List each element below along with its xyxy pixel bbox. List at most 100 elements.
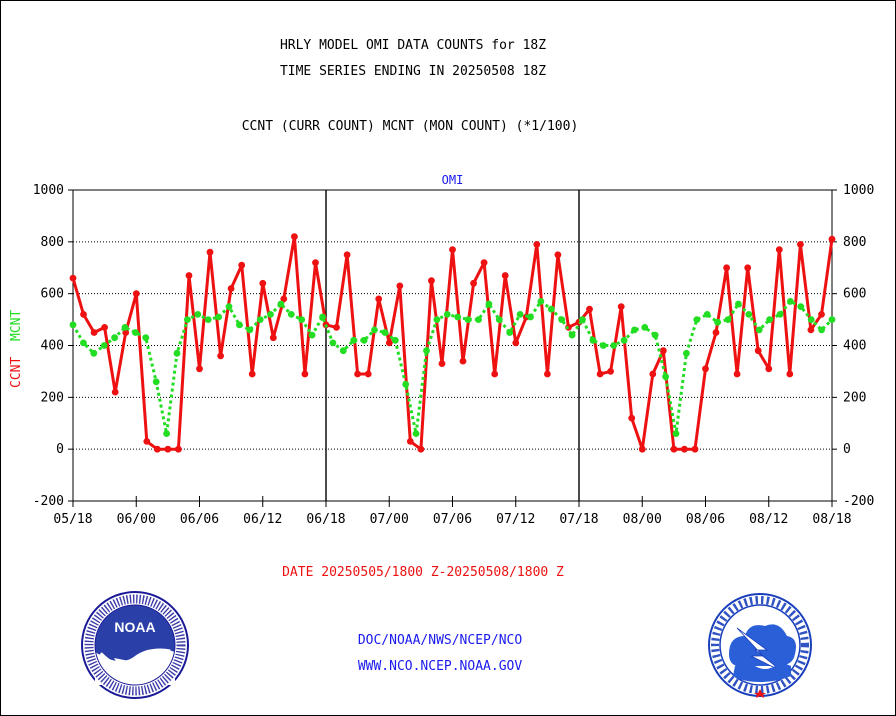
noaa-logo-text: NOAA xyxy=(114,619,155,635)
data-point-ccnt xyxy=(828,235,836,243)
url-link[interactable]: WWW.NCO.NCEP.NOAA.GOV xyxy=(357,659,523,674)
y-tick-label-right: 600 xyxy=(843,287,866,302)
data-point-ccnt xyxy=(227,285,235,292)
noaa-logo: NOAA xyxy=(81,591,189,699)
data-point-mcnt xyxy=(90,349,98,357)
data-point-mcnt xyxy=(371,326,378,334)
x-tick-label: 08/12 xyxy=(749,512,788,527)
data-point-ccnt xyxy=(343,251,351,259)
data-point-ccnt xyxy=(586,305,593,313)
data-point-ccnt xyxy=(396,282,404,290)
data-point-mcnt xyxy=(298,316,306,323)
data-point-ccnt xyxy=(554,251,562,259)
data-point-ccnt xyxy=(691,445,699,453)
org-line[interactable]: DOC/NOAA/NWS/NCEP/NCO xyxy=(357,633,523,648)
data-point-mcnt xyxy=(111,334,118,342)
data-point-mcnt xyxy=(132,329,139,336)
y-tick-label-right: -200 xyxy=(843,494,874,509)
data-point-mcnt xyxy=(527,313,534,321)
data-point-mcnt xyxy=(568,331,576,339)
data-point-mcnt xyxy=(423,347,430,355)
data-point-mcnt xyxy=(402,381,410,388)
data-point-mcnt xyxy=(662,373,669,380)
data-point-mcnt xyxy=(506,329,514,336)
data-point-mcnt xyxy=(246,326,254,334)
y-tick-label-right: 1000 xyxy=(843,183,874,198)
data-point-mcnt xyxy=(495,316,503,323)
data-point-ccnt xyxy=(681,445,688,453)
data-point-mcnt xyxy=(287,311,295,318)
x-tick-label: 08/00 xyxy=(623,512,662,527)
data-point-mcnt xyxy=(256,316,264,323)
data-point-ccnt xyxy=(175,445,182,453)
data-point-ccnt xyxy=(807,326,815,334)
data-point-mcnt xyxy=(683,349,690,357)
data-point-mcnt xyxy=(485,300,493,308)
data-point-mcnt xyxy=(152,378,160,386)
data-point-mcnt xyxy=(599,342,607,349)
data-point-ccnt xyxy=(786,370,794,378)
series-line-ccnt xyxy=(71,235,834,451)
x-tick-label: 08/06 xyxy=(686,512,725,527)
data-point-ccnt xyxy=(312,259,319,266)
data-point-mcnt xyxy=(724,316,732,323)
data-point-mcnt xyxy=(215,313,223,321)
data-point-ccnt xyxy=(659,347,667,355)
data-point-mcnt xyxy=(433,316,441,323)
data-point-ccnt xyxy=(459,357,467,365)
y-axis-label-mcnt: MCNT xyxy=(9,310,24,341)
y-tick-label-right: 800 xyxy=(843,235,866,250)
data-point-ccnt xyxy=(301,370,309,378)
data-point-ccnt xyxy=(248,370,256,378)
data-point-mcnt xyxy=(80,339,87,347)
data-point-mcnt xyxy=(464,316,472,323)
data-point-ccnt xyxy=(90,329,98,336)
data-point-ccnt xyxy=(80,311,87,318)
data-point-mcnt xyxy=(818,326,825,334)
data-point-mcnt xyxy=(703,311,711,318)
data-point-mcnt xyxy=(620,336,628,344)
data-point-mcnt xyxy=(360,336,368,344)
x-tick-label: 06/18 xyxy=(306,512,345,527)
data-point-mcnt xyxy=(610,342,618,349)
data-point-mcnt xyxy=(329,339,337,347)
data-point-mcnt xyxy=(579,316,586,323)
data-point-ccnt xyxy=(101,324,108,331)
chart-title-line1: HRLY MODEL OMI DATA COUNTS for 18Z xyxy=(279,38,547,53)
data-point-mcnt xyxy=(350,336,358,344)
x-tick-label: 06/00 xyxy=(117,512,156,527)
data-point-ccnt xyxy=(217,352,225,360)
data-point-mcnt xyxy=(558,316,566,323)
data-point-mcnt xyxy=(142,334,150,342)
data-point-mcnt xyxy=(537,298,545,305)
data-point-ccnt xyxy=(291,233,298,241)
data-point-mcnt xyxy=(339,347,347,355)
data-point-mcnt xyxy=(755,326,763,334)
data-point-ccnt xyxy=(765,365,773,373)
data-point-ccnt xyxy=(269,334,277,342)
data-point-ccnt xyxy=(185,272,193,279)
data-point-mcnt xyxy=(225,303,233,310)
data-point-ccnt xyxy=(438,360,446,367)
data-point-mcnt xyxy=(735,300,742,308)
data-point-ccnt xyxy=(754,347,762,355)
data-point-ccnt xyxy=(385,339,393,347)
data-point-ccnt xyxy=(744,264,752,272)
data-point-mcnt xyxy=(807,316,815,323)
data-point-ccnt xyxy=(702,365,709,373)
data-point-mcnt xyxy=(100,342,108,349)
nws-logo xyxy=(708,593,812,698)
x-tick-label: 08/18 xyxy=(812,512,851,527)
data-point-mcnt xyxy=(391,336,399,344)
data-point-mcnt xyxy=(766,316,773,323)
data-point-mcnt xyxy=(828,316,836,323)
data-point-mcnt xyxy=(69,321,77,329)
y-tick-label-left: 600 xyxy=(41,287,64,302)
data-point-ccnt xyxy=(649,370,657,378)
y-tick-label-left: 0 xyxy=(56,442,64,457)
data-point-ccnt xyxy=(259,279,267,287)
data-point-ccnt xyxy=(533,241,541,248)
data-point-mcnt xyxy=(381,329,389,336)
data-point-mcnt xyxy=(797,303,805,310)
